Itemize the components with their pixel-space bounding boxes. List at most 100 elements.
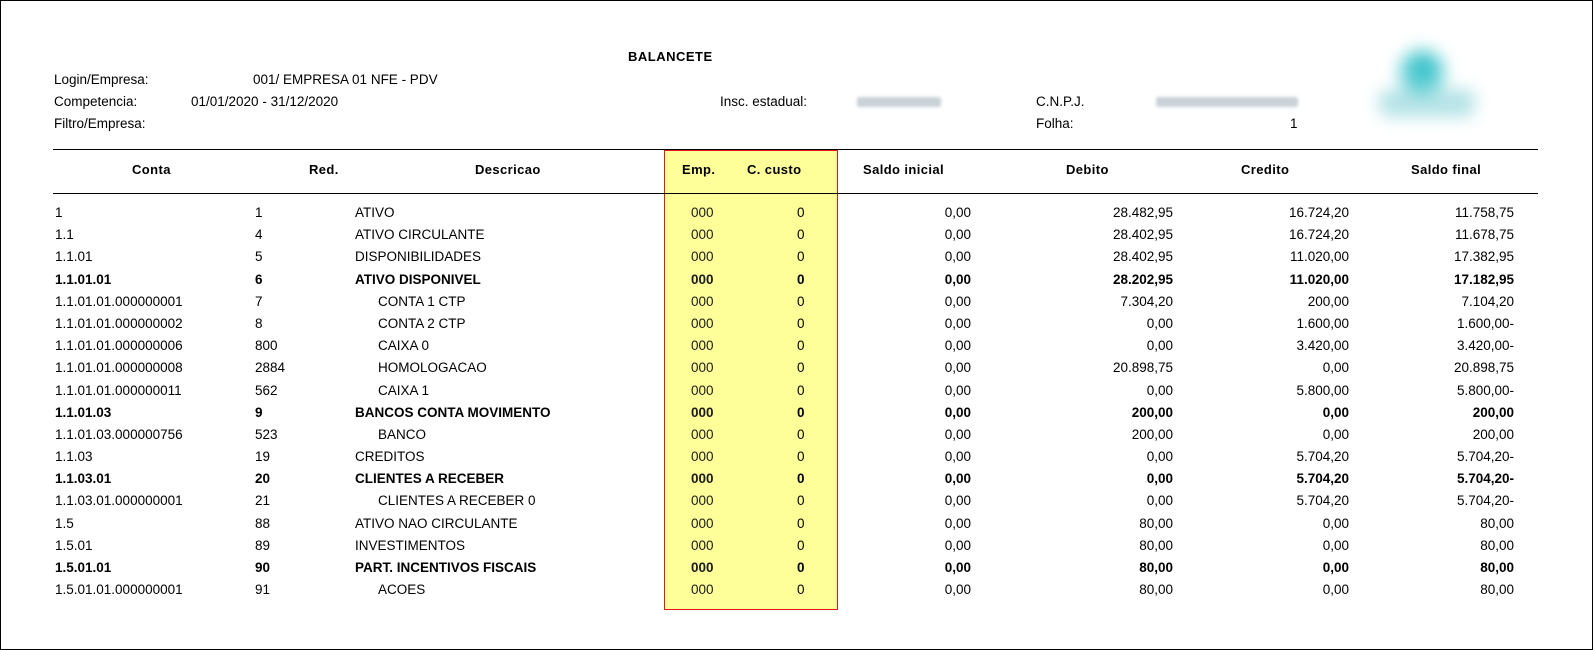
table-row: 1.1 4 ATIVO CIRCULANTE 000 0 0,00 28.402,95 16.… xyxy=(1,225,1593,247)
cell-emp: 000 xyxy=(691,227,714,243)
cell-saldo-inicial: 0,00 xyxy=(944,382,971,398)
cell-saldo-final: 5.704,20- xyxy=(1456,493,1514,509)
cell-descricao: ATIVO NAO CIRCULANTE xyxy=(355,515,518,531)
col-red: Red. xyxy=(309,162,339,177)
cell-descricao: ATIVO DISPONIVEL xyxy=(355,271,481,287)
cell-red: 5 xyxy=(255,249,263,265)
cell-saldo-final: 11.678,75 xyxy=(1454,227,1514,243)
cell-red: 21 xyxy=(255,493,271,509)
cell-red: 4 xyxy=(255,227,263,243)
cell-ccusto: 0 xyxy=(797,449,805,465)
cell-ccusto: 0 xyxy=(797,515,805,531)
col-emp: Emp. xyxy=(682,162,716,177)
table-row: 1 1 ATIVO 000 0 0,00 28.482,95 16.724,20 11.758,… xyxy=(1,203,1593,225)
cell-descricao: CONTA 2 CTP xyxy=(378,315,466,331)
cell-conta: 1.5 xyxy=(55,515,74,531)
cell-conta: 1.5.01 xyxy=(55,537,93,553)
cell-ccusto: 0 xyxy=(797,471,805,487)
cell-saldo-final: 5.704,20- xyxy=(1456,471,1514,487)
cell-saldo-final: 80,00 xyxy=(1480,560,1514,575)
cell-descricao: CAIXA 0 xyxy=(378,338,430,354)
cell-ccusto: 0 xyxy=(797,338,805,354)
cell-saldo-inicial: 0,00 xyxy=(944,426,971,442)
cell-red: 1 xyxy=(255,205,263,220)
cell-descricao: INVESTIMENTOS xyxy=(355,537,466,553)
cell-red: 91 xyxy=(255,582,271,598)
table-row: 1.1.01.01.000000002 8 CONTA 2 CTP 000 0 0,00 0… xyxy=(1,314,1593,336)
cnpj-label: C.N.P.J. xyxy=(1036,94,1085,109)
cell-saldo-final: 5.704,20- xyxy=(1456,449,1514,465)
cell-credito: 0,00 xyxy=(1322,582,1349,598)
cell-red: 523 xyxy=(255,426,278,442)
cell-debito: 0,00 xyxy=(1146,315,1173,331)
cell-descricao: BANCOS CONTA MOVIMENTO xyxy=(355,404,551,420)
cell-saldo-final: 17.382,95 xyxy=(1453,249,1514,265)
competencia-value: 01/01/2020 - 31/12/2020 xyxy=(191,94,339,109)
cell-saldo-inicial: 0,00 xyxy=(944,515,971,531)
cell-saldo-final: 80,00 xyxy=(1480,582,1514,598)
cell-red: 800 xyxy=(255,338,278,354)
cell-debito: 28.202,95 xyxy=(1112,271,1173,287)
cell-conta: 1.1.01.01.000000008 xyxy=(55,360,183,376)
report-title: BALANCETE xyxy=(628,49,713,64)
table-row: 1.5.01.01 90 PART. INCENTIVOS FISCAIS 000 0 0… xyxy=(1,558,1593,580)
cell-saldo-final: 80,00 xyxy=(1480,537,1514,553)
table-row: 1.1.03.01.000000001 21 CLIENTES A RECEBER … xyxy=(1,491,1593,513)
cell-credito: 5.704,20 xyxy=(1296,493,1349,509)
cell-ccusto: 0 xyxy=(797,205,805,220)
cell-debito: 0,00 xyxy=(1146,382,1173,398)
cell-saldo-inicial: 0,00 xyxy=(944,293,971,309)
cell-red: 19 xyxy=(255,449,271,465)
cell-credito: 16.724,20 xyxy=(1288,227,1349,243)
cell-debito: 0,00 xyxy=(1146,471,1173,487)
login-value: 001/ EMPRESA 01 NFE - PDV xyxy=(253,72,438,87)
cell-ccusto: 0 xyxy=(797,249,805,265)
insc-estadual-redacted xyxy=(857,97,941,107)
table-row: 1.1.01 5 DISPONIBILIDADES 000 0 0,00 28.402,95… xyxy=(1,247,1593,269)
folha-value: 1 xyxy=(1290,116,1298,131)
col-credito: Credito xyxy=(1241,162,1290,177)
cell-ccusto: 0 xyxy=(797,360,805,376)
cell-red: 562 xyxy=(255,382,278,398)
col-ccusto: C. custo xyxy=(747,162,802,177)
competencia-label: Competencia: xyxy=(54,94,138,109)
cell-conta: 1.1.01.01.000000011 xyxy=(55,382,182,398)
table-row: 1.1.03.01 20 CLIENTES A RECEBER 000 0 0,00 0,0… xyxy=(1,469,1593,491)
cell-descricao: PART. INCENTIVOS FISCAIS xyxy=(355,560,537,575)
cell-descricao: CLIENTES A RECEBER 0 xyxy=(378,493,536,509)
cell-conta: 1.1.03.01 xyxy=(55,471,112,487)
cell-saldo-final: 1.600,00- xyxy=(1456,315,1514,331)
cell-saldo-inicial: 0,00 xyxy=(944,493,971,509)
cell-saldo-inicial: 0,00 xyxy=(944,205,971,220)
cell-credito: 5.704,20 xyxy=(1296,471,1349,487)
cell-emp: 000 xyxy=(691,315,714,331)
cell-saldo-inicial: 0,00 xyxy=(944,271,971,287)
cell-conta: 1.1.01.01.000000002 xyxy=(55,315,183,331)
folha-label: Folha: xyxy=(1036,116,1074,131)
cell-credito: 3.420,00 xyxy=(1296,338,1349,354)
cell-credito: 0,00 xyxy=(1322,537,1349,553)
cell-debito: 200,00 xyxy=(1131,404,1173,420)
cell-saldo-inicial: 0,00 xyxy=(944,249,971,265)
cell-debito: 80,00 xyxy=(1139,582,1173,598)
cell-conta: 1 xyxy=(55,205,63,220)
cell-conta: 1.5.01.01.000000001 xyxy=(55,582,183,598)
cnpj-redacted xyxy=(1156,97,1298,107)
cell-red: 88 xyxy=(255,515,271,531)
cell-debito: 0,00 xyxy=(1146,338,1173,354)
cell-descricao: HOMOLOGACAO xyxy=(378,360,487,376)
cell-ccusto: 0 xyxy=(797,315,805,331)
cell-debito: 28.482,95 xyxy=(1112,205,1173,220)
cell-saldo-inicial: 0,00 xyxy=(944,404,971,420)
cell-ccusto: 0 xyxy=(797,493,805,509)
table-row: 1.1.01.03 9 BANCOS CONTA MOVIMENTO 000 0 0,00… xyxy=(1,403,1593,425)
table-row: 1.5 88 ATIVO NAO CIRCULANTE 000 0 0,00 80,00 0,… xyxy=(1,514,1593,536)
cell-ccusto: 0 xyxy=(797,537,805,553)
col-saldo-inicial: Saldo inicial xyxy=(863,162,945,177)
login-label: Login/Empresa: xyxy=(54,72,149,87)
company-logo xyxy=(1371,39,1483,143)
cell-emp: 000 xyxy=(691,360,714,376)
cell-emp: 000 xyxy=(691,404,714,420)
table-row: 1.5.01 89 INVESTIMENTOS 000 0 0,00 80,00 0,00 80… xyxy=(1,536,1593,558)
cell-saldo-final: 80,00 xyxy=(1480,515,1514,531)
